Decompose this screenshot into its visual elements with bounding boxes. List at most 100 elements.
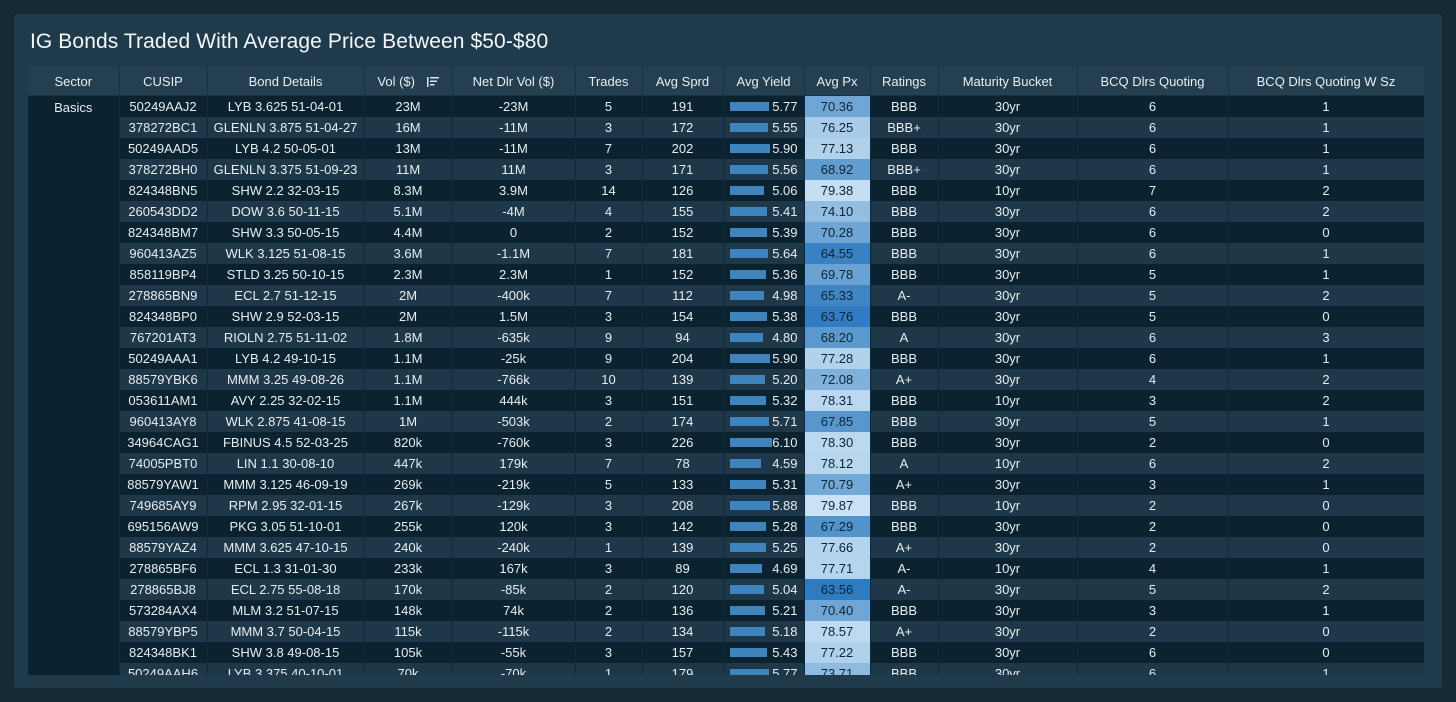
cell-avg-sprd: 139	[642, 368, 724, 390]
cell-avg-yield: 5.39	[723, 221, 805, 243]
cell-bond-details: STLD 3.25 50-10-15	[207, 263, 365, 285]
cell-cusip: 50249AAD5	[119, 137, 208, 159]
table-row[interactable]: 749685AY9 RPM 2.95 32-01-15 267k -129k 3 208 5…	[28, 494, 1424, 516]
table-row[interactable]: 278865BF6 ECL 1.3 31-01-30 233k 167k 3 89 4.69…	[28, 557, 1424, 579]
cell-bond-details: ECL 2.75 55-08-18	[207, 578, 365, 600]
col-header-avg-yield[interactable]: Avg Yield	[723, 67, 805, 96]
cell-bcq-dlrs-quoting-w-sz: 1	[1228, 557, 1424, 579]
cell-bcq-dlrs-quoting-w-sz: 0	[1228, 221, 1424, 243]
yield-value: 5.38	[772, 308, 798, 324]
yield-bar	[729, 353, 771, 363]
table-row[interactable]: 053611AM1 AVY 2.25 32-02-15 1.1M 444k 3 151 5.…	[28, 389, 1424, 411]
table-row[interactable]: 278865BJ8 ECL 2.75 55-08-18 170k -85k 2 120 5.…	[28, 578, 1424, 600]
yield-bar	[729, 626, 766, 636]
cell-bcq-dlrs-quoting-w-sz: 1	[1228, 599, 1424, 621]
cell-vol: 8.3M	[364, 179, 453, 201]
table-row[interactable]: 50249AAH6 LYB 3.375 40-10-01 70k -70k 1 179 5.…	[28, 662, 1424, 675]
cell-net-dlr-vol: -503k	[452, 410, 576, 432]
table-row[interactable]: 88579YAW1 MMM 3.125 46-09-19 269k -219k 5 133…	[28, 473, 1424, 495]
col-header-trades[interactable]: Trades	[575, 67, 643, 96]
col-header-bond-details[interactable]: Bond Details	[207, 67, 365, 96]
col-header-vol-label: Vol ($)	[377, 73, 415, 89]
cell-net-dlr-vol: -23M	[452, 95, 576, 117]
cell-maturity-bucket: 10yr	[938, 557, 1078, 579]
table-row[interactable]: Basics 50249AAJ2 LYB 3.625 51-04-01 23M -23M…	[28, 95, 1424, 675]
table-row[interactable]: 378272BC1 GLENLN 3.875 51-04-27 16M -11M 3 17…	[28, 116, 1424, 138]
cell-bcq-dlrs-quoting: 6	[1077, 95, 1229, 117]
col-header-bcq-dlrs-quoting[interactable]: BCQ Dlrs Quoting	[1077, 67, 1229, 96]
col-header-cusip[interactable]: CUSIP	[119, 67, 208, 96]
cell-cusip: 749685AY9	[119, 494, 208, 516]
col-header-avg-px[interactable]: Avg Px	[804, 67, 871, 96]
table-row[interactable]: 378272BH0 GLENLN 3.375 51-09-23 11M 11M 3 171…	[28, 158, 1424, 180]
table-row[interactable]: 34964CAG1 FBINUS 4.5 52-03-25 820k -760k 3 22…	[28, 431, 1424, 453]
cell-bcq-dlrs-quoting-w-sz: 1	[1228, 662, 1424, 675]
yield-value: 5.90	[772, 140, 798, 156]
yield-value: 4.69	[772, 560, 798, 576]
cell-avg-sprd: 94	[642, 326, 724, 348]
cell-vol: 267k	[364, 494, 453, 516]
table-row[interactable]: 50249AAD5 LYB 4.2 50-05-01 13M -11M 7 202 5.90…	[28, 137, 1424, 159]
cell-vol: 1.1M	[364, 389, 453, 411]
table-row[interactable]: 824348BN5 SHW 2.2 32-03-15 8.3M 3.9M 14 126 5.…	[28, 179, 1424, 201]
cell-avg-px: 72.08	[804, 368, 871, 390]
table-row[interactable]: 88579YBP5 MMM 3.7 50-04-15 115k -115k 2 134 5.…	[28, 620, 1424, 642]
table-row[interactable]: 960413AZ5 WLK 3.125 51-08-15 3.6M -1.1M 7 181…	[28, 242, 1424, 264]
cell-maturity-bucket: 30yr	[938, 641, 1078, 663]
yield-value: 5.20	[772, 371, 798, 387]
col-header-net-dlr-vol[interactable]: Net Dlr Vol ($)	[452, 67, 576, 96]
yield-value: 4.98	[772, 287, 798, 303]
cell-avg-sprd: 208	[642, 494, 724, 516]
table-row[interactable]: 824348BK1 SHW 3.8 49-08-15 105k -55k 3 157 5.4…	[28, 641, 1424, 663]
col-header-ratings[interactable]: Ratings	[870, 67, 939, 96]
yield-value: 5.36	[772, 266, 798, 282]
table-row[interactable]: 858119BP4 STLD 3.25 50-10-15 2.3M 2.3M 1 152 5…	[28, 263, 1424, 285]
cell-cusip: 824348BM7	[119, 221, 208, 243]
col-header-sector[interactable]: Sector	[28, 67, 120, 96]
cell-rating: BBB	[870, 242, 939, 264]
cell-avg-px: 79.87	[804, 494, 871, 516]
yield-value: 5.90	[772, 350, 798, 366]
panel-title: IG Bonds Traded With Average Price Betwe…	[30, 30, 549, 53]
table-row[interactable]: 960413AY8 WLK 2.875 41-08-15 1M -503k 2 174 5.…	[28, 410, 1424, 432]
cell-avg-yield: 5.28	[723, 515, 805, 537]
table-row[interactable]: 260543DD2 DOW 3.6 50-11-15 5.1M -4M 4 155 5.41…	[28, 200, 1424, 222]
table-row[interactable]: 824348BM7 SHW 3.3 50-05-15 4.4M 0 2 152 5.39 70…	[28, 221, 1424, 243]
table-row[interactable]: 767201AT3 RIOLN 2.75 51-11-02 1.8M -635k 9 94…	[28, 326, 1424, 348]
cell-bcq-dlrs-quoting: 6	[1077, 326, 1229, 348]
yield-value: 5.41	[772, 203, 798, 219]
cell-avg-yield: 5.38	[723, 305, 805, 327]
cell-avg-px: 77.13	[804, 137, 871, 159]
table-row[interactable]: 88579YBK6 MMM 3.25 49-08-26 1.1M -766k 10 139…	[28, 368, 1424, 390]
sort-descending-icon[interactable]	[426, 76, 439, 88]
cell-avg-sprd: 202	[642, 137, 724, 159]
cell-maturity-bucket: 30yr	[938, 158, 1078, 180]
table-row[interactable]: 50249AAA1 LYB 4.2 49-10-15 1.1M -25k 9 204 5.9…	[28, 347, 1424, 369]
cell-avg-sprd: 191	[642, 95, 724, 117]
cell-trades: 5	[575, 95, 643, 117]
yield-value: 5.04	[772, 581, 798, 597]
table-row[interactable]: 824348BP0 SHW 2.9 52-03-15 2M 1.5M 3 154 5.38 6…	[28, 305, 1424, 327]
cell-rating: BBB	[870, 662, 939, 675]
col-header-bcq-dlrs-quoting-w-sz[interactable]: BCQ Dlrs Quoting W Sz	[1228, 67, 1424, 96]
table-row[interactable]: 278865BN9 ECL 2.7 51-12-15 2M -400k 7 112 4.98…	[28, 284, 1424, 306]
table-row[interactable]: 695156AW9 PKG 3.05 51-10-01 255k 120k 3 142 5.…	[28, 515, 1424, 537]
yield-value: 5.21	[772, 602, 798, 618]
table-row[interactable]: 573284AX4 MLM 3.2 51-07-15 148k 74k 2 136 5.21…	[28, 599, 1424, 621]
cell-net-dlr-vol: -400k	[452, 284, 576, 306]
cell-rating: BBB	[870, 599, 939, 621]
bond-table-container[interactable]: Sector CUSIP Bond Details Vol ($) Net Dl…	[28, 67, 1424, 675]
cell-vol: 240k	[364, 536, 453, 558]
cell-avg-yield: 5.90	[723, 137, 805, 159]
table-row[interactable]: 88579YAZ4 MMM 3.625 47-10-15 240k -240k 1 139…	[28, 536, 1424, 558]
col-header-maturity-bucket[interactable]: Maturity Bucket	[938, 67, 1078, 96]
cell-bond-details: MMM 3.7 50-04-15	[207, 620, 365, 642]
col-header-vol[interactable]: Vol ($)	[364, 67, 453, 96]
cell-avg-px: 77.66	[804, 536, 871, 558]
table-row[interactable]: 74005PBT0 LIN 1.1 30-08-10 447k 179k 7 78 4.59…	[28, 452, 1424, 474]
cell-avg-yield: 4.98	[723, 284, 805, 306]
col-header-avg-sprd[interactable]: Avg Sprd	[642, 67, 724, 96]
cell-bcq-dlrs-quoting: 6	[1077, 116, 1229, 138]
cell-bcq-dlrs-quoting-w-sz: 2	[1228, 578, 1424, 600]
cell-avg-sprd: 154	[642, 305, 724, 327]
